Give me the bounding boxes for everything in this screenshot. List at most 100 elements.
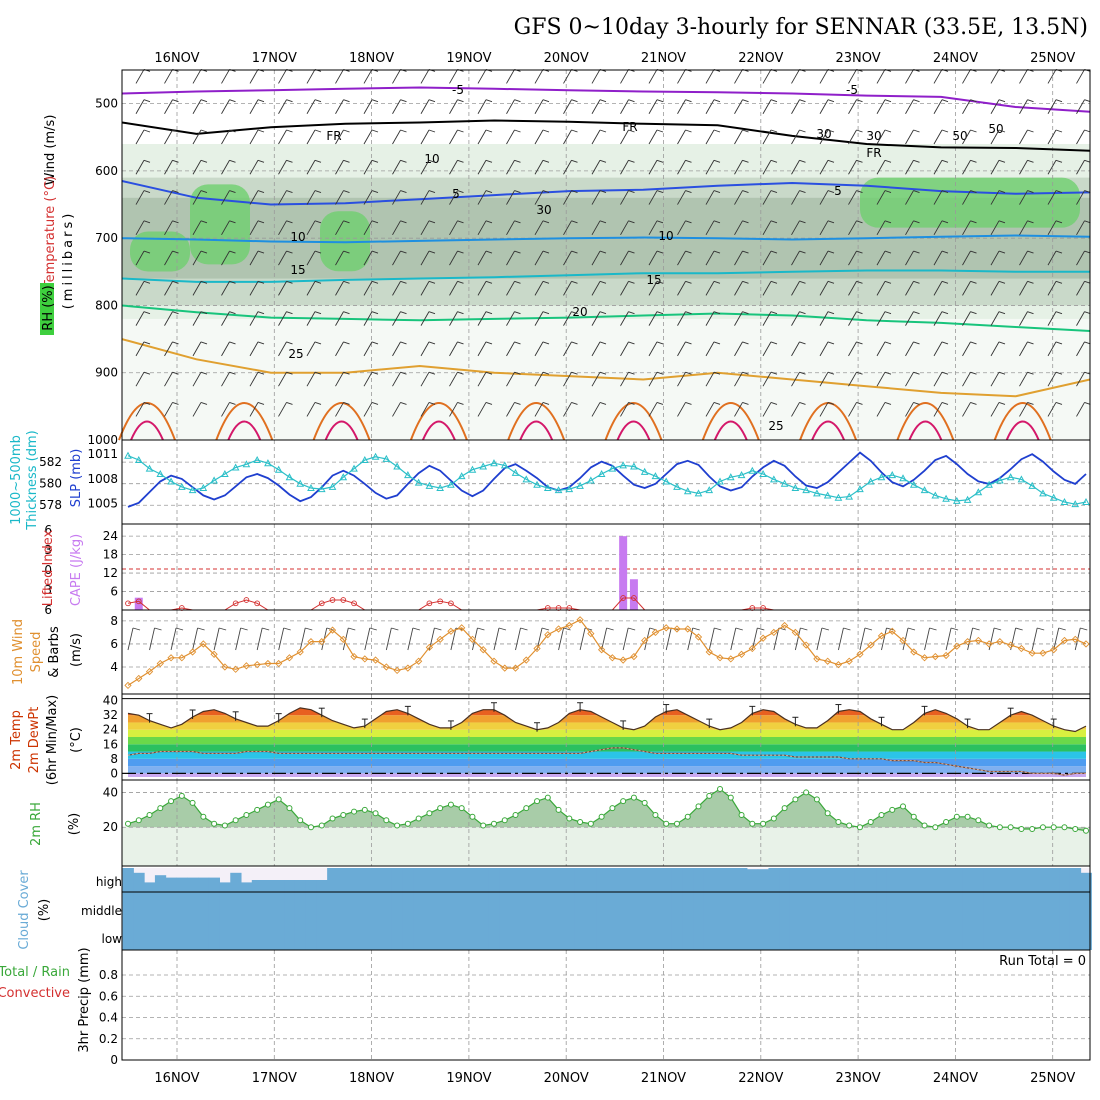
cloud-bar-high bbox=[165, 877, 177, 892]
cloud-bar-middle bbox=[650, 892, 662, 921]
cloud-bar-high bbox=[682, 868, 694, 892]
wind-barb-flag bbox=[628, 190, 635, 193]
wind-barb bbox=[192, 341, 202, 357]
wind-barb bbox=[734, 250, 743, 266]
date-label-top: 16NOV bbox=[154, 51, 199, 66]
rh2m-marker bbox=[1061, 824, 1068, 831]
rh2m-marker bbox=[555, 806, 562, 813]
wind-barb-flag bbox=[229, 371, 236, 375]
cloud-bar-middle bbox=[1048, 892, 1060, 921]
thickness-marker bbox=[199, 483, 208, 491]
wind-barb-flag bbox=[485, 371, 493, 375]
wind-barb bbox=[477, 220, 487, 236]
cloud-bar-high bbox=[789, 868, 802, 892]
wind-barb bbox=[563, 129, 572, 145]
wind-barb-flag bbox=[913, 311, 920, 315]
rh2m-marker bbox=[781, 805, 788, 812]
isotherm-line bbox=[121, 269, 1090, 283]
wind-barb-10m bbox=[213, 627, 220, 651]
wind-barb-flag bbox=[1027, 402, 1034, 405]
wind-barb bbox=[392, 281, 401, 296]
wind-barb bbox=[876, 99, 886, 114]
thickness-tick: 580 bbox=[39, 477, 62, 491]
thickness-marker bbox=[845, 492, 854, 500]
cloud-bar-middle bbox=[391, 892, 403, 921]
wind-barb-flag bbox=[970, 341, 977, 345]
wind-barb bbox=[363, 402, 373, 417]
wind-barb-flag bbox=[884, 159, 892, 163]
contour-label: 15 bbox=[646, 273, 661, 287]
wind-barb-flag bbox=[172, 159, 179, 163]
wind-barb bbox=[705, 220, 715, 236]
wind-barb-flag bbox=[514, 402, 521, 405]
wind-speed-marker bbox=[382, 663, 390, 671]
rh2m-marker bbox=[490, 820, 497, 827]
cape-bar bbox=[619, 536, 628, 610]
wind-speed-marker bbox=[576, 616, 584, 624]
cloud-bar-middle bbox=[779, 892, 791, 921]
wind-barb-10m-flag bbox=[886, 627, 894, 631]
wind-barb bbox=[420, 190, 430, 205]
contour-label: 50 bbox=[952, 129, 967, 143]
wind-barb-flag bbox=[941, 220, 949, 224]
rh2m-marker bbox=[727, 794, 734, 801]
wind-barb-flag bbox=[542, 190, 550, 193]
wind-barb bbox=[990, 250, 1000, 266]
wind-barb bbox=[905, 129, 914, 145]
wind-barb bbox=[392, 341, 401, 357]
thickness-marker bbox=[317, 485, 326, 493]
wind-barb-flag bbox=[257, 159, 265, 163]
wind-speed-marker bbox=[705, 648, 713, 656]
cloud-bar-low bbox=[251, 921, 264, 950]
rh2m-marker bbox=[254, 806, 261, 813]
wind-barb bbox=[905, 250, 914, 266]
wind-speed-marker bbox=[565, 621, 573, 630]
cloud-bar-low bbox=[262, 921, 274, 950]
wind-barb bbox=[1047, 341, 1057, 357]
wind-barb-flag bbox=[457, 341, 464, 345]
wind-speed-marker bbox=[296, 648, 304, 656]
cloud-bar-high bbox=[994, 868, 1006, 892]
cloud-bar-low bbox=[531, 921, 543, 950]
wind-barb bbox=[1047, 69, 1057, 84]
wind-barb bbox=[648, 160, 658, 175]
wind-barb bbox=[1047, 371, 1057, 387]
wind-barb-flag bbox=[1027, 311, 1034, 315]
wind-barb bbox=[962, 341, 971, 357]
wind-barb-flag bbox=[770, 402, 778, 405]
wind-barb bbox=[363, 341, 373, 357]
wind-barb-flag bbox=[314, 220, 322, 224]
wind-speed-marker bbox=[963, 637, 972, 646]
date-label-top: 19NOV bbox=[446, 51, 491, 66]
wind-barb-flag bbox=[1027, 250, 1034, 254]
contour-label: 5 bbox=[834, 184, 842, 198]
wind-barb-flag bbox=[229, 280, 236, 284]
cloud-bar-high bbox=[919, 868, 931, 892]
wind-barb bbox=[221, 99, 230, 114]
wind-barb bbox=[905, 341, 914, 357]
wind-barb-10m-flag bbox=[993, 627, 1002, 631]
cloud-bar-high bbox=[467, 868, 479, 892]
wind-barb-flag bbox=[713, 190, 721, 193]
wind-barb bbox=[933, 402, 943, 417]
wind-barb-flag bbox=[314, 190, 322, 193]
cloud-bar-high bbox=[628, 868, 640, 892]
wind-barb bbox=[392, 250, 401, 266]
cloud-bar-middle bbox=[563, 892, 576, 921]
wind-barb-flag bbox=[713, 341, 721, 345]
cloud-bar-middle bbox=[693, 892, 705, 921]
wind-barb bbox=[905, 190, 914, 205]
rh2m-marker bbox=[846, 822, 853, 829]
wind-barb-10m bbox=[902, 627, 909, 651]
cloud-bar-low bbox=[241, 921, 253, 950]
cloud-bar-low bbox=[154, 921, 167, 950]
wind-barb bbox=[1019, 250, 1028, 266]
wind-barb bbox=[449, 220, 458, 236]
wind-barb bbox=[591, 129, 601, 145]
contour-label: 10 bbox=[658, 229, 673, 243]
wind-barb-flag bbox=[1055, 280, 1063, 284]
wind-barb-flag bbox=[229, 250, 236, 254]
rh2m-marker bbox=[125, 820, 131, 827]
thickness-marker bbox=[651, 472, 660, 480]
cloud-bar-high bbox=[779, 868, 791, 892]
